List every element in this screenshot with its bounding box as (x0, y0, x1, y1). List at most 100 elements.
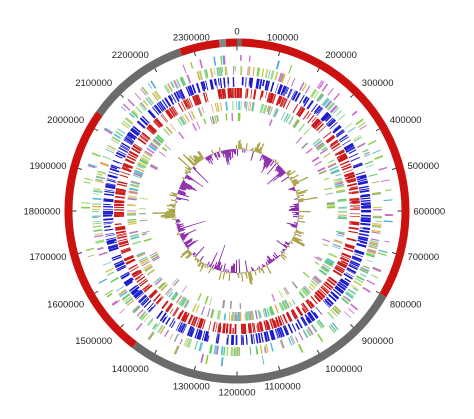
feature-mark (156, 134, 165, 142)
feature-mark (103, 225, 111, 228)
feature-mark (129, 112, 135, 119)
feature-mark (253, 322, 256, 333)
gc-bar (194, 162, 197, 165)
gc-bar (263, 264, 266, 267)
feature-mark (136, 121, 145, 129)
feature-mark (328, 293, 337, 302)
feature-mark (120, 271, 130, 278)
feature-mark (132, 305, 141, 313)
feature-mark (301, 83, 308, 92)
feature-mark (136, 252, 146, 257)
feature-mark (178, 89, 184, 100)
feature-mark (291, 299, 296, 305)
feature-mark (354, 277, 364, 284)
feature-mark (328, 294, 337, 302)
feature-mark (170, 81, 175, 89)
feature-mark (141, 313, 148, 321)
feature-mark (210, 68, 214, 78)
feature-mark (217, 114, 219, 122)
feature-mark (130, 181, 140, 186)
feature-mark (141, 298, 150, 307)
feature-mark (199, 333, 203, 340)
gc-bar (242, 149, 244, 153)
feature-mark (371, 274, 379, 279)
feature-mark (194, 328, 199, 339)
feature-mark (223, 55, 226, 65)
feature-mark (298, 344, 304, 353)
feature-mark (131, 288, 138, 295)
feature-mark (266, 92, 271, 103)
gc-bar (211, 149, 214, 154)
feature-mark (155, 117, 164, 127)
gc-bar (175, 222, 177, 225)
gc-bar (227, 149, 230, 158)
feature-mark (92, 220, 102, 223)
gc-bar (256, 269, 258, 271)
feature-mark (141, 86, 149, 95)
gc-bar (178, 228, 186, 233)
feature-mark (84, 178, 94, 181)
feature-mark (312, 119, 320, 128)
gc-bar (182, 180, 186, 183)
feature-mark (105, 148, 115, 154)
gc-bar (289, 187, 295, 191)
feature-mark (170, 320, 176, 329)
feature-mark (285, 114, 291, 123)
feature-mark (356, 174, 367, 179)
feature-mark (179, 323, 184, 333)
feature-mark (198, 70, 203, 80)
feature-mark (105, 183, 116, 188)
feature-mark (183, 337, 188, 347)
feature-mark (132, 144, 142, 152)
feature-mark (330, 139, 338, 146)
feature-mark (323, 131, 332, 139)
feature-mark (329, 140, 339, 147)
feature-mark (223, 77, 226, 88)
feature-mark (314, 294, 321, 302)
feature-mark (184, 313, 190, 323)
gc-bar (256, 142, 261, 153)
feature-mark (143, 284, 153, 293)
gc-content-plot (152, 139, 318, 285)
feature-mark (345, 243, 355, 247)
gc-bar (181, 182, 197, 192)
feature-mark (270, 342, 274, 352)
feature-mark (336, 130, 345, 138)
feature-mark (278, 290, 283, 298)
feature-mark (259, 311, 262, 319)
feature-mark (264, 80, 269, 91)
feature-mark (355, 275, 365, 282)
feature-mark (225, 323, 229, 334)
feature-mark (110, 164, 121, 170)
feature-mark (152, 293, 161, 302)
tick-label: 1800000 (24, 207, 61, 218)
gc-bar (176, 223, 184, 226)
feature-mark (111, 254, 122, 260)
gc-bar (187, 157, 196, 166)
gc-bar (263, 156, 268, 162)
feature-mark (206, 335, 210, 342)
feature-mark (330, 309, 338, 317)
feature-mark (329, 121, 338, 130)
gc-bar (288, 186, 295, 191)
feature-mark (348, 153, 359, 159)
feature-mark (324, 260, 333, 267)
feature-mark (115, 262, 125, 269)
feature-mark (106, 237, 116, 241)
feature-mark (104, 191, 115, 194)
feature-mark (307, 114, 315, 124)
feature-mark (139, 102, 147, 110)
feature-mark (134, 290, 143, 299)
gc-bar (288, 209, 299, 211)
feature-mark (284, 287, 290, 295)
feature-mark (380, 179, 390, 183)
gc-bar (184, 177, 187, 180)
gc-bar (177, 227, 181, 230)
feature-mark (314, 275, 322, 282)
gc-bar (295, 213, 299, 215)
feature-mark (336, 181, 344, 185)
gc-bar (235, 259, 237, 273)
feature-mark (352, 255, 363, 261)
gc-bar (183, 237, 193, 244)
feature-mark (181, 76, 187, 86)
